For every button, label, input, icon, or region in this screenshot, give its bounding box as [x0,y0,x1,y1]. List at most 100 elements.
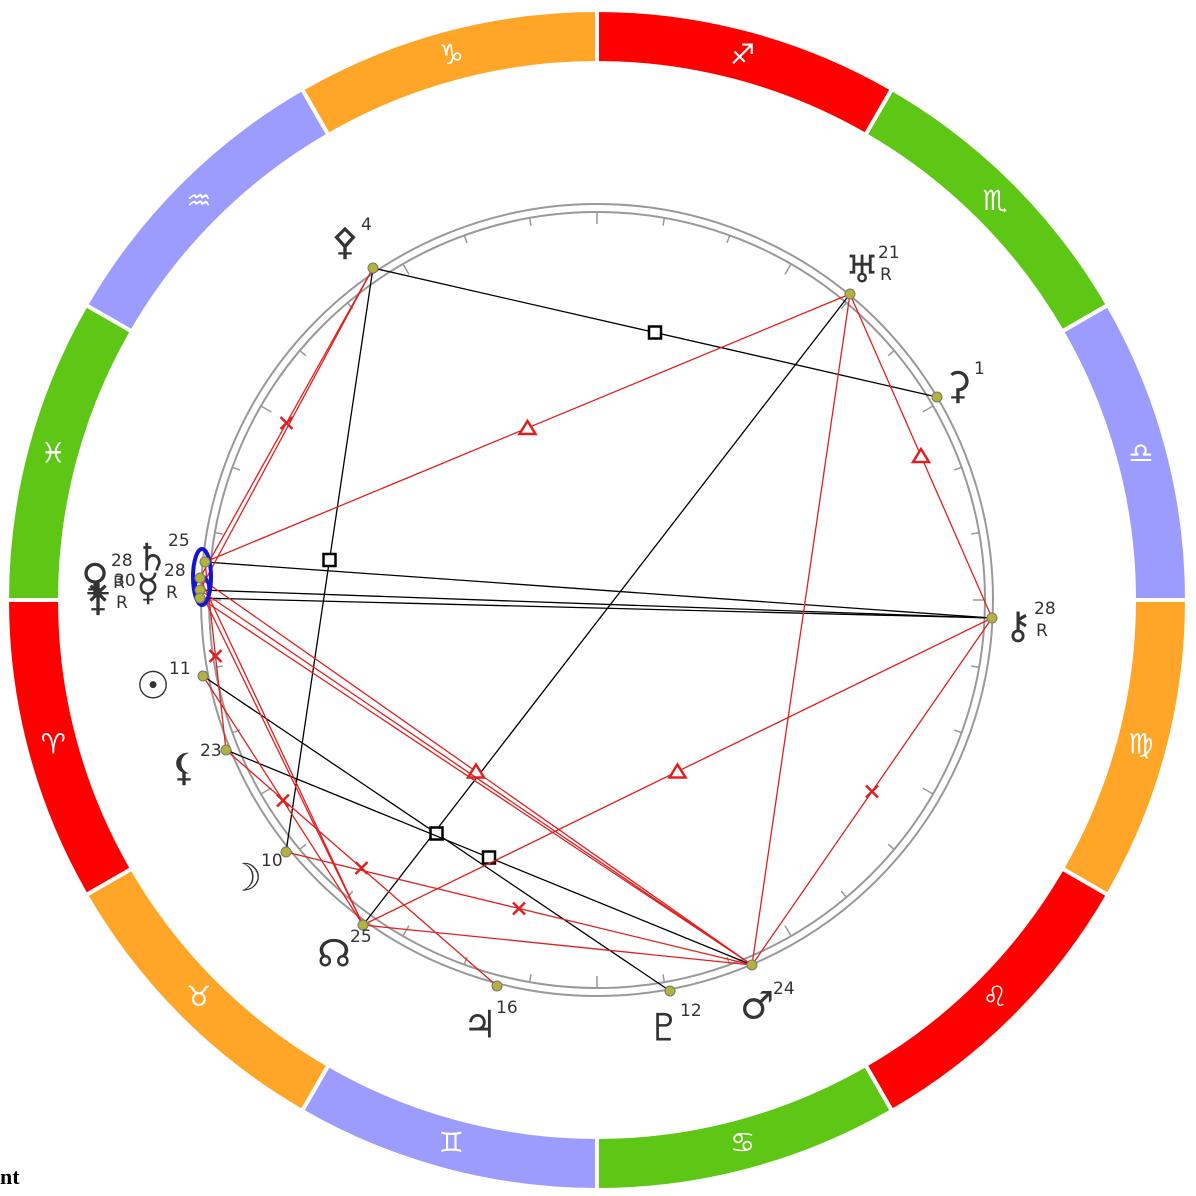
planet-degree: 30 [114,571,136,591]
planet-degree: 10 [261,851,283,871]
aspect-line [199,267,374,591]
planet-dot [194,572,206,584]
planet-glyph: ♃ [463,1003,497,1047]
sign-glyph: ♈︎ [41,728,66,761]
tick [922,787,934,795]
sign-glyph: ♋︎ [730,1126,755,1159]
tick [953,729,962,734]
retrograde-mark: R [166,583,178,603]
tick [784,263,792,275]
planet-dot [280,846,292,858]
aspect-line [199,589,993,619]
sign-segment [4,598,135,898]
sign-segment [1059,598,1190,898]
tick [971,665,980,669]
planet-dot [664,985,676,997]
tick [299,350,307,357]
tick [887,843,895,850]
planet-dot [220,744,232,756]
trine-symbol [517,418,538,436]
planet-degree: 23 [200,741,222,761]
sextile-symbol [279,416,294,430]
planet-degree: 21 [878,243,900,263]
retrograde-mark: R [113,573,125,593]
planets: ⚴ 4♅21R⚳ 1⚷ 28R♄25♀ 28R ☿ 28R⚵ 30R☉11⚸ 23☽10☊ 25♃… [81,215,1056,1050]
planet-degree: 28 [111,551,133,571]
planet-degree: 25 [350,927,372,947]
planet-glyph: ⚵ [84,576,112,620]
planet-dot [931,391,943,403]
sign-glyph: ♌︎ [983,980,1008,1013]
retrograde-mark: R [1036,621,1048,641]
sign-glyph: ♒︎ [186,184,211,217]
planet-degree: 25 [168,531,190,551]
aspect-line [362,293,851,926]
aspect-line [199,597,753,966]
planet-degree: 12 [680,1001,702,1021]
tick [214,531,223,535]
tick [840,890,847,898]
planet-dot [357,919,369,931]
planet-dot [491,980,503,992]
planet-glyph: ⚴ [331,220,359,264]
inner-circle [208,211,986,989]
sign-glyph: ♑︎ [439,38,464,71]
degree-ticks [209,212,985,988]
footer-text: nt [0,1164,20,1189]
outer-circle [200,203,994,997]
planet-dot [844,288,856,300]
planet-dot [986,612,998,624]
sextile-symbol [354,861,369,875]
tick [840,302,847,310]
tick [971,531,980,535]
planet-dot [199,556,211,568]
planet-degree: 16 [496,998,518,1018]
planet-glyph: ☿ [136,566,159,610]
tick [662,974,666,983]
tick [784,925,792,937]
planet-degree: 4 [361,215,372,235]
sign-segment [1059,302,1190,602]
planet-glyph: ☊ [317,932,351,976]
tick [887,350,895,357]
planet-glyph: ♇ [647,1006,681,1050]
sextile-symbol [208,649,223,663]
planet-glyph: ♅ [845,248,879,292]
tick [726,956,731,965]
sign-segment [299,7,599,138]
planet-degree: 24 [773,979,795,999]
tick [528,217,532,226]
planet-glyph: ⚸ [170,746,198,790]
sign-glyph: ♍︎ [1128,728,1153,761]
aspect-line [199,589,364,926]
planet-glyph: ⚳ [944,364,972,408]
planet-degree: 28 [1034,599,1056,619]
sign-glyph: ♉︎ [186,980,211,1013]
trine-symbol [910,446,932,464]
planet-glyph: ☉ [136,664,170,708]
planet-glyph: ⚷ [1004,604,1032,648]
tick [528,974,532,983]
retrograde-mark: R [116,593,128,613]
trine-symbol [667,762,688,779]
planet-degree: 11 [169,659,191,679]
aspect-line [362,924,753,966]
planet-dot [194,592,206,604]
planet-degree: 1 [974,359,985,379]
square-symbol [647,325,663,340]
sign-glyph: ♓︎ [41,436,66,469]
planet-dot [197,670,209,682]
tick [232,466,241,471]
tick [922,405,934,413]
tick [260,787,272,795]
tick [662,217,666,226]
sign-glyph: ♐︎ [730,38,755,71]
sign-glyph: ♎︎ [1128,436,1153,469]
tick [260,405,272,413]
tick [726,235,731,244]
aspect-lines [199,267,993,992]
zodiac-ring: ♐︎ ♏︎ ♎︎ ♍︎ ♌︎ ♋︎ ♊︎ ♉︎ ♈︎ ♓︎ ♒︎ ♑︎ [4,7,1190,1193]
tick [953,466,962,471]
square-symbol [322,552,337,568]
